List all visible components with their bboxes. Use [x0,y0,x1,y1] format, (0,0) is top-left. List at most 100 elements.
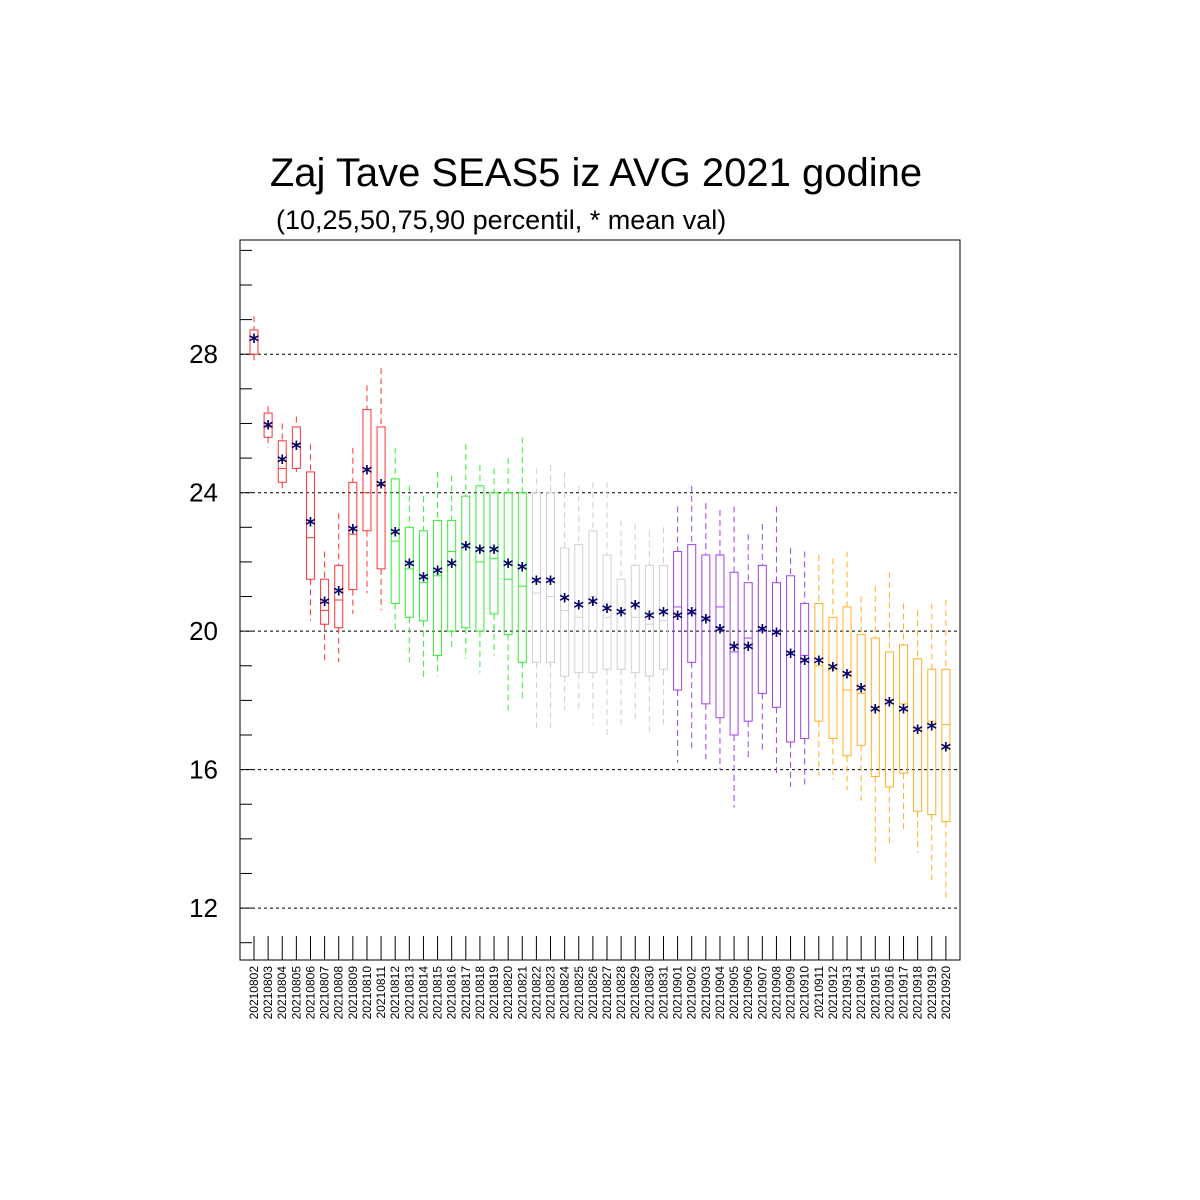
x-tick-label: 20210819 [487,966,501,1020]
chart-subtitle: (10,25,50,75,90 percentil, * mean val) [276,205,726,235]
iqr-box [433,519,443,656]
mean-marker: * [644,606,655,630]
iqr-box [249,329,259,355]
box-item-20210807 [320,551,330,663]
x-tick-label: 20210824 [558,966,572,1020]
iqr-box [899,644,909,774]
x-tick-label: 20210830 [642,966,656,1020]
x-tick-label: 20210914 [854,966,868,1020]
iqr-box [263,412,273,438]
x-tick-label: 20210805 [289,966,303,1020]
iqr-box [616,578,626,670]
iqr-box [828,616,838,739]
mean-marker: * [489,541,500,565]
iqr-box [588,530,598,674]
iqr-box [701,554,711,705]
box-item-20210918 [913,610,923,853]
box-item-20210821 [517,437,527,701]
x-tick-label: 20210915 [868,966,882,1020]
box-item-20210913 [842,551,852,791]
mean-marker: * [630,596,641,620]
mean-marker: * [446,554,457,578]
mean-marker: * [870,700,881,724]
x-tick-label: 20210908 [769,966,783,1020]
box-item-20210828 [616,520,626,725]
box-item-20210820 [503,458,513,711]
x-tick-label: 20210806 [303,966,317,1020]
x-axis: 20210802 20210803 20210804 20210805 20210806… [247,936,953,1019]
grid-lines [240,353,960,909]
x-tick-label: 20210919 [925,966,939,1020]
x-tick-label: 20210907 [755,966,769,1020]
iqr-box [941,668,951,823]
iqr-box [673,551,683,691]
mean-marker: * [757,620,768,644]
box-item-20210914 [856,596,866,801]
y-tick-label: 24 [189,478,218,508]
mean-marker: * [814,651,825,675]
box-item-20210920 [941,600,951,898]
box-item-20210917 [899,603,909,832]
y-tick-label: 16 [189,755,218,785]
mean-marker: * [701,610,712,634]
x-tick-label: 20210913 [840,966,854,1020]
x-tick-label: 20210904 [713,966,727,1020]
mean-marker: * [432,561,443,585]
mean-marker: * [249,329,260,353]
iqr-box [786,575,796,743]
box-item-20210907 [757,523,767,753]
x-tick-label: 20210809 [346,966,360,1020]
x-tick-label: 20210814 [416,966,430,1020]
x-tick-label: 20210812 [388,966,402,1020]
box-item-20210809 [348,447,358,614]
chart-title: Zaj Tave SEAS5 iz AVG 2021 godine [270,151,922,195]
mean-marker: * [743,637,754,661]
box-item-20210811 [376,368,386,611]
box-item-20210824 [560,471,570,711]
x-tick-label: 20210808 [332,966,346,1020]
x-tick-label: 20210828 [614,966,628,1020]
iqr-box [291,426,301,469]
x-tick-label: 20210831 [656,966,670,1020]
box-item-20210903 [701,503,711,760]
x-tick-label: 20210813 [402,966,416,1020]
x-tick-label: 20210909 [784,966,798,1020]
mean-marker: * [616,603,627,627]
x-tick-label: 20210810 [360,966,374,1020]
x-tick-label: 20210823 [544,966,558,1020]
box-item-20210916 [884,572,894,846]
mean-marker: * [291,437,302,461]
iqr-box [729,571,739,736]
mean-marker: * [404,554,415,578]
iqr-box [927,668,937,816]
iqr-box [546,492,556,663]
x-tick-label: 20210906 [741,966,755,1020]
iqr-box [574,544,584,674]
iqr-box [418,530,428,622]
box-item-20210919 [927,603,937,881]
mean-markers: ****** ******* * ** * ** ** ** * * * * * * * * * * ** ** ** *… [249,329,952,761]
x-tick-label: 20210825 [572,966,586,1020]
box-item-20210906 [743,534,753,760]
box-item-20210826 [588,482,598,725]
iqr-box [800,602,810,739]
iqr-box [305,471,315,580]
iqr-box [658,564,668,670]
x-tick-label: 20210826 [586,966,600,1020]
y-tick-label: 28 [189,339,218,369]
mean-marker: * [602,599,613,623]
iqr-box [560,547,570,677]
iqr-box [757,564,767,694]
mean-marker: * [686,603,697,627]
mean-marker: * [828,658,839,682]
box-item-20210902 [687,485,697,753]
mean-marker: * [715,620,726,644]
x-tick-label: 20210817 [459,966,473,1020]
box-item-20210802 [249,316,259,365]
iqr-box [884,651,894,788]
iqr-box [602,554,612,670]
x-tick-label: 20210803 [261,966,275,1020]
box-item-20210804 [277,423,287,493]
